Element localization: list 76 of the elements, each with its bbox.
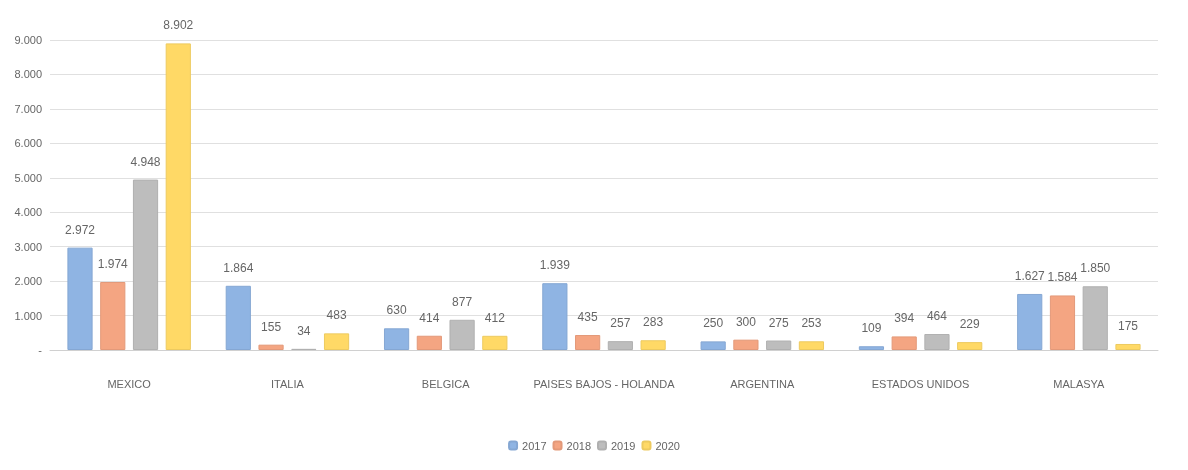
data-label: 275	[768, 315, 789, 330]
x-tick-label: MEXICO	[107, 377, 152, 390]
y-tick-label: 9.000	[14, 34, 42, 46]
x-tick-label: MALASYA	[1053, 377, 1106, 390]
data-label: 483	[326, 308, 347, 323]
bar	[165, 43, 191, 350]
data-label: 435	[577, 310, 598, 325]
bar	[132, 179, 159, 350]
data-label: 464	[926, 309, 948, 324]
data-label: 257	[610, 316, 631, 331]
data-label: 175	[1117, 318, 1139, 333]
bar	[67, 247, 93, 350]
data-label: 412	[484, 310, 506, 325]
data-label: 2.972	[64, 222, 96, 237]
bar	[575, 335, 601, 350]
y-tick-label: 3.000	[14, 240, 42, 253]
data-label: 34	[297, 323, 311, 338]
x-tick-label: ARGENTINA	[730, 377, 796, 390]
bar	[258, 344, 284, 350]
legend-label: 2017	[522, 439, 547, 452]
data-label: 109	[861, 321, 882, 336]
data-label: 1.939	[539, 258, 571, 273]
x-tick-label: ITALIA	[271, 377, 305, 390]
y-tick-label: 4.000	[14, 206, 42, 219]
legend-label: 2019	[611, 439, 636, 452]
x-tick-label: BELGICA	[421, 377, 471, 390]
bar	[416, 335, 442, 350]
y-tick-label: 2.000	[14, 275, 42, 288]
data-label: 155	[261, 319, 282, 334]
y-tick-label: 1.000	[14, 309, 42, 322]
bar	[891, 336, 917, 350]
legend-label: 2018	[566, 439, 592, 452]
bar	[225, 285, 251, 350]
bar	[383, 328, 410, 350]
data-label: 1.864	[223, 260, 254, 275]
bar	[1049, 295, 1076, 350]
data-label: 8.902	[163, 18, 194, 33]
bar	[482, 335, 508, 350]
bar	[858, 346, 885, 350]
data-label: 414	[419, 310, 440, 325]
bar	[1082, 286, 1108, 350]
bar	[957, 342, 983, 350]
x-tick-label: ESTADOS UNIDOS	[871, 377, 970, 390]
bar	[700, 341, 726, 350]
bar	[1017, 293, 1043, 350]
data-label: 630	[386, 303, 407, 318]
data-label: 250	[703, 316, 724, 331]
data-label: 1.974	[97, 257, 129, 272]
y-tick-label: 6.000	[14, 137, 42, 150]
legend-label: 2020	[655, 439, 680, 452]
y-tick-label: 7.000	[14, 102, 42, 115]
y-tick-label: 5.000	[14, 171, 42, 184]
data-label: 253	[801, 316, 822, 331]
y-tick-label: 8.000	[14, 68, 42, 81]
bar	[607, 341, 633, 350]
bar	[924, 334, 950, 350]
bar	[449, 319, 475, 350]
bar	[1115, 343, 1141, 350]
data-label: 1.627	[1014, 268, 1046, 283]
bar	[100, 282, 126, 350]
y-tick-label: -	[38, 344, 43, 356]
data-label: 300	[735, 314, 757, 329]
bar	[542, 283, 568, 350]
data-label: 877	[452, 294, 473, 309]
bar	[323, 333, 350, 350]
data-label: 229	[959, 317, 981, 332]
data-label: 4.948	[130, 154, 161, 169]
data-label: 394	[894, 311, 915, 326]
data-label: 1.584	[1047, 270, 1078, 285]
bar	[798, 341, 825, 350]
data-label: 1.850	[1080, 261, 1111, 276]
bar	[733, 339, 759, 350]
bar	[766, 340, 792, 350]
bar	[640, 340, 666, 350]
data-label: 283	[643, 315, 664, 330]
x-tick-label: PAISES BAJOS - HOLANDA	[533, 377, 676, 390]
